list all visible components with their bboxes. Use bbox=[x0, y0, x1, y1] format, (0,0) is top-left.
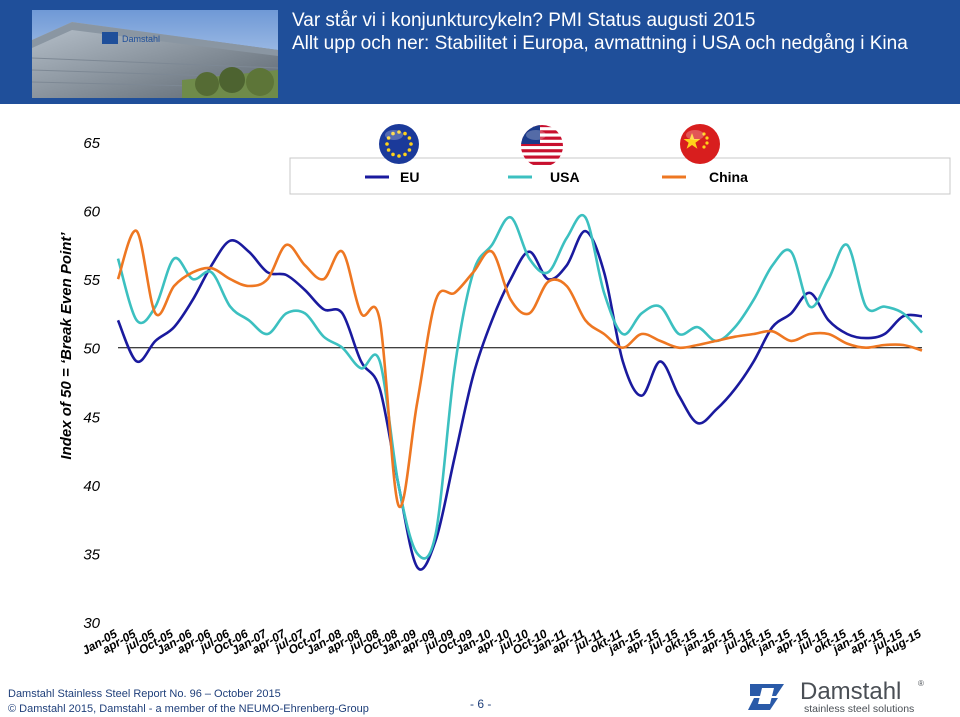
damstahl-logo-icon bbox=[748, 684, 784, 710]
y-axis-ticks: 30 35 40 45 50 55 60 65 bbox=[83, 135, 100, 632]
y-tick-label: 35 bbox=[83, 546, 100, 563]
page-number: - 6 - bbox=[470, 697, 492, 711]
series-lines bbox=[116, 213, 923, 571]
copyright-notice: © Damstahl 2015, Damstahl - a member of … bbox=[8, 703, 369, 715]
y-axis-label: Index of 50 = ‘Break Even Point’ bbox=[58, 232, 75, 460]
pmi-line-chart: 30 35 40 45 50 55 60 65 Jan-05apr-05jul-05Oct-0… bbox=[58, 124, 951, 660]
y-tick-label: 50 bbox=[83, 341, 100, 358]
logo-name: Damstahl bbox=[800, 678, 901, 705]
footer: Damstahl Stainless Steel Report No. 96 –… bbox=[0, 672, 960, 717]
china-flag-icon bbox=[680, 124, 720, 164]
x-axis-ticks: Jan-05apr-05jul-05Oct-05Jan-06apr-06jul-… bbox=[80, 626, 924, 660]
series-line-eu bbox=[116, 229, 923, 571]
report-reference: Damstahl Stainless Steel Report No. 96 –… bbox=[8, 688, 281, 700]
y-tick-label: 45 bbox=[83, 409, 100, 426]
svg-text:Damstahl: Damstahl bbox=[122, 34, 160, 44]
y-tick-label: 40 bbox=[83, 478, 100, 495]
header-banner: Damstahl Var står vi i konjunkturcykeln?… bbox=[0, 0, 960, 104]
logo-registered: ® bbox=[918, 679, 924, 688]
y-tick-label: 60 bbox=[83, 204, 100, 221]
legend-label-eu: EU bbox=[400, 169, 419, 185]
logo-tagline: stainless steel solutions bbox=[804, 703, 914, 715]
eu-flag-icon bbox=[379, 124, 419, 164]
legend-label-china: China bbox=[709, 169, 748, 185]
series-line-china bbox=[116, 229, 923, 509]
y-tick-label: 30 bbox=[83, 615, 100, 632]
series-line-usa bbox=[116, 213, 923, 560]
y-tick-label: 55 bbox=[83, 272, 100, 289]
building-photo: Damstahl bbox=[32, 10, 278, 98]
damstahl-logo: Damstahl ® stainless steel solutions bbox=[748, 678, 924, 715]
y-tick-label: 65 bbox=[83, 135, 100, 152]
page-title: Var står vi i konjunkturcykeln? PMI Stat… bbox=[292, 10, 756, 31]
legend: EU USA China bbox=[289, 157, 951, 195]
page-subtitle: Allt upp och ner: Stabilitet i Europa, a… bbox=[292, 33, 908, 54]
legend-label-usa: USA bbox=[550, 169, 580, 185]
usa-flag-icon bbox=[521, 125, 563, 167]
x-tick-label: Aug-15 bbox=[880, 626, 923, 659]
